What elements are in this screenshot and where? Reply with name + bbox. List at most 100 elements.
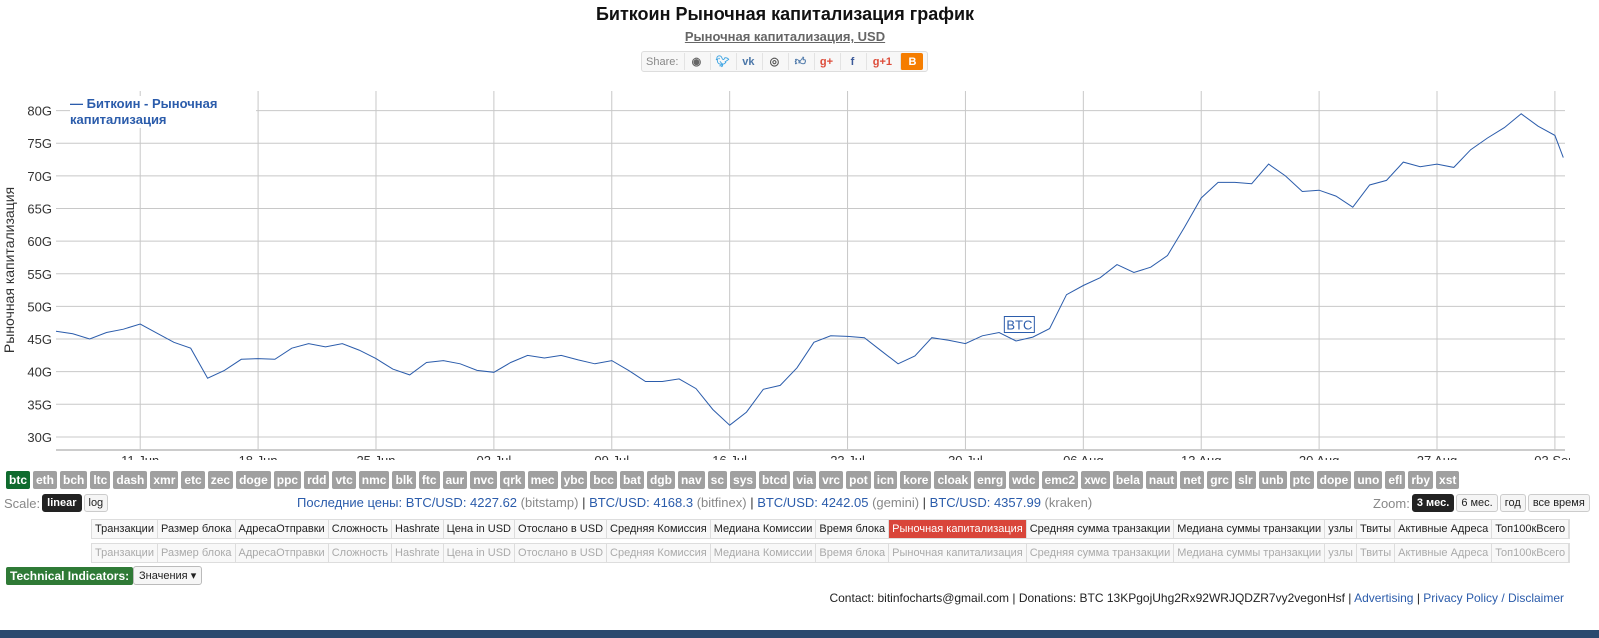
coin-button-ftc[interactable]: ftc (418, 471, 440, 489)
metric-tab[interactable]: Hashrate (392, 544, 444, 562)
metric-tab[interactable]: Твиты (1357, 544, 1396, 562)
coin-button-dope[interactable]: dope (1316, 471, 1352, 489)
coin-button-sc[interactable]: sc (707, 471, 728, 489)
metric-tab[interactable]: Транзакции (92, 520, 158, 538)
coin-button-ltc[interactable]: ltc (90, 471, 111, 489)
coin-button-enrg[interactable]: enrg (974, 471, 1007, 489)
metric-tab[interactable]: узлы (1325, 520, 1357, 538)
like-icon[interactable]: 👍︎ (788, 53, 811, 70)
advertising-link[interactable]: Advertising (1354, 591, 1414, 605)
coin-button-zec[interactable]: zec (207, 471, 234, 489)
metric-tab[interactable]: Сложность (329, 544, 393, 562)
metric-tab[interactable]: Медиана суммы транзакции (1174, 544, 1326, 562)
metric-tab[interactable]: Активные Адреса (1395, 520, 1493, 538)
metric-tab[interactable]: АдресаОтправки (236, 520, 329, 538)
coin-button-net[interactable]: net (1180, 471, 1205, 489)
metric-tab[interactable]: Размер блока (158, 520, 236, 538)
coin-button-mec[interactable]: mec (527, 471, 558, 489)
coin-button-sys[interactable]: sys (730, 471, 757, 489)
metric-tab[interactable]: Размер блока (158, 544, 236, 562)
metric-tab[interactable]: Рыночная капитализация (889, 544, 1027, 562)
coin-button-unb[interactable]: unb (1258, 471, 1287, 489)
metric-tab[interactable]: АдресаОтправки (236, 544, 329, 562)
google-icon[interactable]: g+ (814, 53, 837, 70)
metric-tab[interactable]: Медиана суммы транзакции (1174, 520, 1326, 538)
coin-button-via[interactable]: via (793, 471, 817, 489)
metric-tab[interactable]: Медиана Комиссии (711, 544, 817, 562)
metric-tab[interactable]: Время блока (816, 520, 890, 538)
coin-button-bela[interactable]: bela (1112, 471, 1143, 489)
coin-button-kore[interactable]: kore (900, 471, 932, 489)
metric-tab[interactable]: Средняя сумма транзакции (1027, 520, 1175, 538)
coin-button-naut[interactable]: naut (1145, 471, 1178, 489)
coin-button-efl[interactable]: efl (1385, 471, 1406, 489)
chart-legend[interactable]: — Биткоин - Рыночная капитализация (70, 96, 256, 128)
coin-button-dash[interactable]: dash (113, 471, 148, 489)
scale-log-button[interactable]: log (83, 494, 109, 512)
metric-tab[interactable]: Цена in USD (444, 520, 516, 538)
coin-button-eth[interactable]: eth (33, 471, 57, 489)
metric-tab[interactable]: Топ100кВсего (1492, 520, 1570, 538)
coin-button-xwc[interactable]: xwc (1081, 471, 1110, 489)
coin-button-ptc[interactable]: ptc (1289, 471, 1314, 489)
metric-tab[interactable]: Средняя Комиссия (607, 520, 711, 538)
metric-tab[interactable]: Отослано в USD (515, 544, 608, 562)
indicator-dropdown[interactable]: Значения ▾ (133, 566, 203, 585)
coin-button-btcd[interactable]: btcd (759, 471, 791, 489)
weibo-icon[interactable]: ◎ (762, 53, 785, 70)
coin-button-ybc[interactable]: ybc (560, 471, 588, 489)
zoom-option-button[interactable]: все время (1527, 494, 1590, 512)
coin-button-cloak[interactable]: cloak (934, 471, 972, 489)
coin-button-pot[interactable]: pot (846, 471, 871, 489)
coin-button-rby[interactable]: rby (1408, 471, 1434, 489)
zoom-option-button[interactable]: год (1499, 494, 1526, 512)
google-plus-one-icon[interactable]: g+1 (866, 53, 897, 70)
metric-tab[interactable]: Hashrate (392, 520, 444, 538)
zoom-option-button[interactable]: 3 мес. (1411, 494, 1455, 512)
reddit-icon[interactable]: ◉ (684, 53, 707, 70)
coin-button-xst[interactable]: xst (1436, 471, 1460, 489)
metric-tab[interactable]: Время блока (816, 544, 890, 562)
coin-button-bch[interactable]: bch (60, 471, 88, 489)
coin-button-vrc[interactable]: vrc (819, 471, 844, 489)
coin-button-vtc[interactable]: vtc (332, 471, 356, 489)
vk-icon[interactable]: vk (736, 53, 759, 70)
metric-tab[interactable]: Цена in USD (444, 544, 516, 562)
metric-tab[interactable]: Активные Адреса (1395, 544, 1493, 562)
metric-tab[interactable]: Рыночная капитализация (889, 520, 1027, 538)
twitter-icon[interactable]: 🐦︎ (710, 53, 733, 70)
coin-button-doge[interactable]: doge (236, 471, 271, 489)
coin-button-blk[interactable]: blk (392, 471, 416, 489)
metric-tab[interactable]: Средняя Комиссия (607, 544, 711, 562)
coin-button-emc2[interactable]: emc2 (1041, 471, 1079, 489)
coin-button-nvc[interactable]: nvc (470, 471, 497, 489)
scale-linear-button[interactable]: linear (42, 494, 82, 512)
metric-tab[interactable]: Отослано в USD (515, 520, 608, 538)
coin-button-xmr[interactable]: xmr (150, 471, 179, 489)
coin-button-uno[interactable]: uno (1354, 471, 1383, 489)
coin-button-ppc[interactable]: ppc (273, 471, 302, 489)
coin-button-rdd[interactable]: rdd (304, 471, 330, 489)
coin-button-etc[interactable]: etc (181, 471, 205, 489)
coin-button-nmc[interactable]: nmc (358, 471, 390, 489)
privacy-link[interactable]: Privacy Policy / Disclaimer (1423, 591, 1564, 605)
metric-tab[interactable]: Медиана Комиссии (711, 520, 817, 538)
coin-button-qrk[interactable]: qrk (499, 471, 525, 489)
metric-tab[interactable]: Средняя сумма транзакции (1027, 544, 1175, 562)
coin-button-dgb[interactable]: dgb (646, 471, 675, 489)
coin-button-wdc[interactable]: wdc (1009, 471, 1039, 489)
coin-button-bat[interactable]: bat (619, 471, 644, 489)
coin-button-grc[interactable]: grc (1207, 471, 1232, 489)
metric-tab[interactable]: Транзакции (92, 544, 158, 562)
coin-button-bcc[interactable]: bcc (590, 471, 617, 489)
facebook-icon[interactable]: f (840, 53, 863, 70)
coin-button-slr[interactable]: slr (1234, 471, 1256, 489)
metric-tab[interactable]: Твиты (1357, 520, 1396, 538)
coin-button-btc[interactable]: btc (6, 471, 30, 489)
zoom-option-button[interactable]: 6 мес. (1456, 494, 1498, 512)
coin-button-icn[interactable]: icn (873, 471, 898, 489)
blogger-icon[interactable]: B (900, 53, 924, 70)
coin-button-nav[interactable]: nav (677, 471, 705, 489)
metric-tab[interactable]: узлы (1325, 544, 1357, 562)
metric-tab[interactable]: Сложность (329, 520, 393, 538)
